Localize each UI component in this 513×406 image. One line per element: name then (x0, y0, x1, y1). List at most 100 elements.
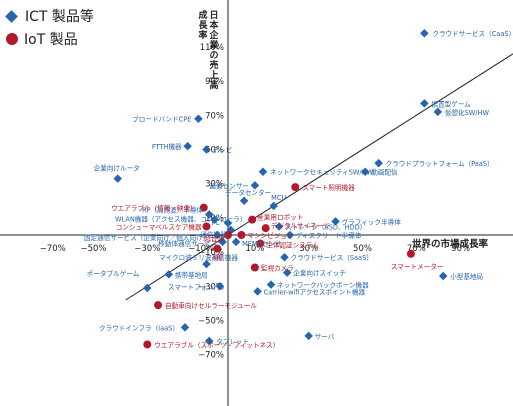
data-point-label: クラウドプラットフォーム（PaaS） (386, 160, 494, 168)
data-point-label: Carrier-wifiアクセスポイント機器 (264, 287, 366, 296)
data-point-ict (250, 181, 260, 190)
data-point-label: スマート照明機器 (302, 183, 355, 192)
data-point-label: グラフィック半導体 (342, 217, 402, 226)
y-tick-label: −50% (198, 317, 224, 327)
data-point-label: クラウドサービス（CaaS） (432, 29, 513, 38)
data-point-ict (374, 158, 383, 168)
data-point-ict (212, 230, 222, 240)
data-point-label: ウエアラブル（スポーツ・フィットネス） (154, 340, 279, 349)
data-point-ict (280, 252, 289, 262)
data-point-label: 移動体通信サービス (158, 239, 217, 248)
data-point-label: タブレット (216, 337, 249, 346)
y-axis-label-char: 企 (208, 29, 219, 41)
y-tick-label: −70% (198, 351, 224, 361)
data-point-iot (406, 249, 415, 258)
data-point-label: マイクロ波ミリ波通信機器 (159, 253, 238, 262)
data-point-ict (285, 230, 295, 240)
data-point-label: コンシューマベルスケア機器 (116, 222, 202, 231)
x-tick-label: 70% (407, 244, 426, 254)
x-tick-label: −50% (80, 244, 106, 254)
data-point-label: X線 (212, 253, 224, 262)
data-point-label: テレビ (212, 146, 232, 155)
data-point-label: 動画配信 (371, 168, 398, 177)
data-point-label: クラウドサービス（SaaS） (290, 253, 372, 262)
diamond-icon (5, 9, 18, 23)
y-tick-label: 70% (205, 111, 224, 121)
y-tick-label: 110% (200, 43, 224, 53)
data-point-label: 固定通信サービス（企業向け／個人向け） (84, 233, 209, 242)
y-axis-label-char: 売 (209, 59, 218, 71)
data-point-ict (274, 222, 284, 231)
x-tick-label: 50% (353, 244, 372, 254)
data-point-label: ポータブルゲーム (87, 269, 140, 278)
data-point-ict (113, 174, 122, 183)
data-point-iot (213, 244, 222, 253)
x-axis-label: 世界の市場成長率 (412, 238, 489, 250)
data-point-ict (433, 107, 443, 117)
y-tick-label: −10% (198, 248, 224, 258)
data-point-label: データセンター (225, 188, 271, 197)
reference-line (125, 53, 513, 301)
data-point-label: マシンビジョン (247, 231, 294, 240)
data-point-label: 超音波 (204, 234, 224, 243)
data-point-label: デジタルサイネージ (271, 221, 330, 230)
data-points (113, 28, 448, 349)
data-point-iot (237, 231, 246, 239)
data-point-label: 画像センサー (209, 181, 249, 190)
data-point-iot (143, 340, 152, 349)
data-point-label: スマートフォン (168, 283, 214, 291)
data-point-iot (202, 222, 211, 231)
data-point-ict (218, 237, 227, 247)
data-point-label: FTTH機器 (152, 142, 182, 151)
data-point-ict (360, 167, 370, 176)
legend-item-iot: IoT 製品 (4, 29, 78, 49)
data-point-label: 通信機器 (200, 230, 227, 239)
data-point-ict (164, 270, 174, 279)
data-point-iot (224, 231, 232, 239)
y-axis-label-char: の (209, 50, 218, 61)
data-point-ict (204, 210, 214, 219)
data-point-label: 携帯基地局 (175, 270, 208, 279)
circle-icon (6, 33, 18, 45)
data-point-ict (253, 287, 262, 296)
data-point-label: ウエアラブル（情報・映像） (111, 204, 197, 213)
data-point-iot (199, 203, 208, 212)
x-tick-label: −30% (134, 244, 160, 254)
data-point-iot (154, 301, 163, 310)
data-point-ict (231, 237, 241, 247)
x-tick-label: 90% (451, 244, 470, 254)
data-point-ict (223, 218, 233, 228)
y-axis-label-char: 本 (209, 19, 219, 31)
reference-line-layer (125, 53, 513, 301)
legend-label-iot: IoT 製品 (24, 32, 78, 48)
y-tick-label: 30% (205, 180, 224, 190)
data-point-ict (266, 280, 276, 289)
data-point-label: 据置型ゲーム (431, 99, 471, 108)
data-point-ict (438, 271, 448, 281)
data-point-ict (180, 323, 190, 332)
data-point-label: 小型基地局 (450, 272, 483, 281)
data-point-ict (183, 141, 192, 151)
data-point-ict (143, 283, 152, 293)
data-point-ict (202, 259, 211, 269)
data-point-iot (248, 215, 257, 224)
data-point-label: 自動車向けセルラーモジュール (165, 301, 257, 310)
data-point-ict (420, 99, 429, 108)
data-point-ict (202, 145, 211, 154)
data-point-ict (194, 114, 203, 123)
data-point-ict (282, 268, 292, 277)
data-point-ict (215, 282, 225, 291)
data-point-label: MCU (271, 194, 286, 202)
data-point-label: 企業向けスイッチ (293, 269, 346, 278)
data-point-label: MEMSセンサ (242, 240, 282, 248)
tick-labels: −70% −50% −30% −10% 10% 30% 50% 70% 90% 110% 90% 70… (40, 43, 470, 361)
data-point-iot (256, 239, 265, 248)
data-point-label: クラウドインフラ（IaaS） (99, 324, 179, 332)
data-point-ict (258, 167, 268, 176)
data-point-label: ブロードバンドCPE (132, 115, 191, 124)
y-axis-label-char: 上 (209, 69, 218, 81)
legend-label-ict: ICT 製品等 (25, 9, 94, 25)
